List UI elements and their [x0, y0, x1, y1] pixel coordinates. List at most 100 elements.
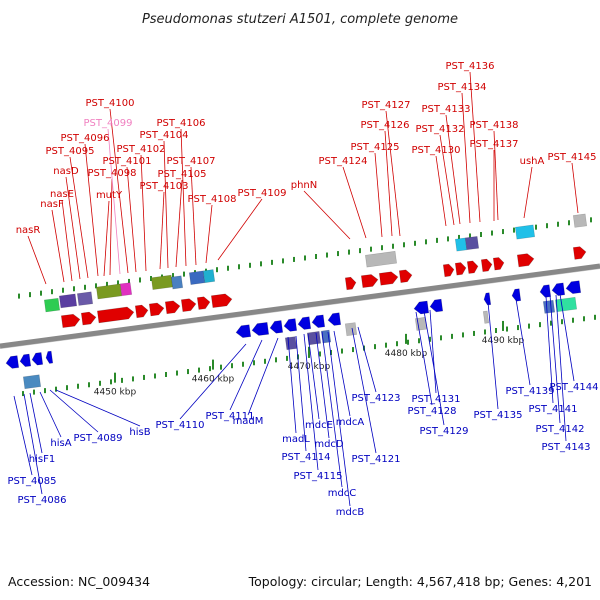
- lower-leader-line: [13, 395, 33, 476]
- lower-gene-label: PST_4139: [506, 386, 555, 397]
- upper-tick-mark: [513, 227, 515, 233]
- lower-leader-line: [415, 311, 433, 406]
- reverse-gene-arrow: [539, 284, 552, 298]
- forward-gene-arrow: [454, 262, 467, 276]
- reverse-gene-arrow: [327, 312, 342, 326]
- reverse-gene-arrow: [251, 321, 270, 336]
- upper-leader-line: [61, 199, 73, 282]
- upper-tick-mark: [458, 234, 460, 240]
- reverse-gene-arrow-group: [235, 324, 252, 338]
- lower-gene-label: PST_4129: [420, 426, 469, 437]
- forward-gene-arrow-group: [378, 271, 399, 286]
- lower-gene-label: PST_4089: [74, 433, 123, 444]
- forward-domain-block: [188, 270, 206, 285]
- upper-gene-label: PST_4099: [84, 118, 133, 129]
- upper-leader-line: [126, 166, 137, 273]
- forward-domain-block-group: [58, 293, 78, 309]
- lower-tick-mark: [528, 323, 530, 329]
- upper-tick-mark: [425, 239, 427, 245]
- lower-gene-label: mdcA: [336, 417, 365, 428]
- forward-gene-arrow-group: [516, 253, 535, 268]
- reverse-gene-arrow: [269, 320, 284, 334]
- upper-leader-line: [493, 130, 499, 221]
- upper-gene-label: PST_4137: [470, 139, 519, 150]
- lower-gene-label: PST_4121: [352, 454, 401, 465]
- upper-gene-label: PST_4133: [422, 104, 471, 115]
- reverse-domain-block: [482, 310, 490, 324]
- reverse-gene-arrow-group: [19, 353, 32, 367]
- forward-domain-block-group: [514, 224, 536, 240]
- upper-leader-line: [175, 179, 183, 268]
- upper-leader-line: [435, 155, 447, 227]
- upper-gene-label: nasR: [16, 225, 41, 236]
- lower-tick-mark: [132, 376, 134, 382]
- upper-leader-line: [385, 110, 401, 237]
- lower-tick-mark: [451, 333, 453, 339]
- lower-leader-line: [559, 293, 575, 382]
- lower-leader-line: [295, 335, 307, 452]
- lower-tick-mark: [341, 348, 343, 354]
- forward-gene-arrow: [97, 306, 135, 324]
- lower-gene-label: mdcC: [328, 488, 357, 499]
- reverse-gene-arrow: [565, 280, 582, 294]
- reverse-gene-arrow-group: [297, 316, 312, 330]
- lower-leader-line: [351, 327, 377, 454]
- upper-tick-mark: [271, 259, 273, 265]
- upper-leader-line: [109, 178, 113, 276]
- upper-leader-line: [84, 143, 99, 277]
- upper-tick-mark: [150, 276, 152, 281]
- forward-gene-arrow: [164, 300, 181, 315]
- scale-major-tick: [212, 359, 214, 370]
- lower-tick-mark: [33, 389, 35, 395]
- forward-domain-block-group: [95, 283, 123, 300]
- upper-leader-line: [374, 152, 383, 238]
- upper-gene-label: PST_4109: [238, 188, 287, 199]
- upper-leader-line: [303, 190, 351, 240]
- lower-tick-mark: [44, 388, 46, 394]
- reverse-gene-arrow-group: [251, 321, 270, 336]
- lower-tick-mark: [187, 369, 189, 375]
- lower-gene-label: PST_4142: [536, 424, 585, 435]
- lower-gene-label: mdcE: [305, 420, 333, 431]
- reverse-gene-arrow: [551, 282, 566, 296]
- lower-tick-mark: [264, 358, 266, 364]
- lower-tick-mark: [209, 366, 211, 372]
- lower-gene-label: PST_4128: [408, 406, 457, 417]
- lower-tick-mark: [407, 339, 409, 345]
- upper-tick-mark: [491, 230, 493, 236]
- lower-tick-mark: [99, 380, 101, 386]
- lower-tick-mark: [462, 332, 464, 338]
- accession-text: Accession: NC_009434: [8, 574, 150, 589]
- forward-gene-arrow: [80, 311, 97, 326]
- upper-tick-mark: [557, 221, 559, 227]
- reverse-domain-block-group: [554, 296, 578, 313]
- lower-gene-label: madM: [233, 416, 264, 427]
- forward-domain-block-group: [119, 282, 133, 297]
- upper-tick-mark: [403, 242, 405, 248]
- backbone-line: [0, 263, 600, 349]
- lower-gene-label: hisB: [129, 427, 150, 438]
- upper-gene-label: phnN: [291, 180, 318, 191]
- lower-tick-mark: [330, 350, 332, 355]
- lower-tick-mark: [198, 367, 200, 373]
- upper-tick-mark: [480, 232, 482, 237]
- lower-tick-mark: [253, 360, 255, 366]
- forward-domain-block: [365, 250, 397, 268]
- lower-leader-line: [303, 333, 319, 471]
- lower-tick-mark: [143, 374, 145, 380]
- upper-tick-mark: [282, 258, 284, 264]
- upper-gene-label: nasE: [50, 189, 74, 200]
- lower-gene-label: mdcB: [336, 507, 365, 518]
- scale-major-tick: [114, 372, 116, 383]
- forward-domain-block: [514, 224, 536, 240]
- upper-tick-mark: [502, 229, 504, 235]
- upper-leader-line: [107, 128, 121, 275]
- upper-gene-label: ushA: [520, 156, 545, 167]
- lower-leader-line: [287, 336, 297, 434]
- upper-leader-line: [469, 71, 481, 223]
- lower-gene-label: PST_4085: [8, 476, 57, 487]
- forward-gene-arrow: [466, 260, 479, 274]
- forward-gene-arrow-group: [60, 313, 81, 329]
- upper-gene-label: PST_4103: [140, 181, 189, 192]
- forward-gene-arrow-group: [480, 258, 493, 273]
